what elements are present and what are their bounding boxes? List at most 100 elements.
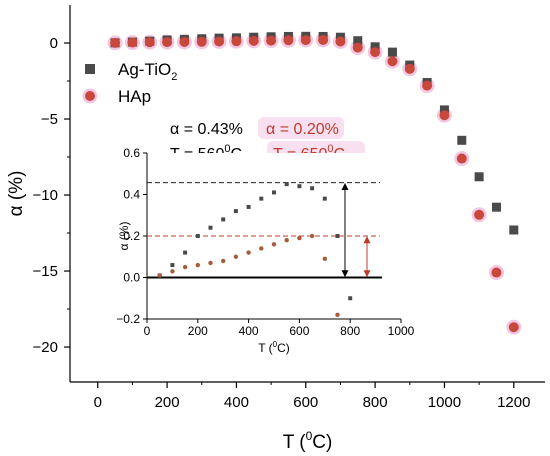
inset-x-tick-label: 0 [144,324,151,338]
x-tick-label: 0 [94,394,102,411]
inset-ag-tio2-point [284,182,289,187]
ag-tio2-point [509,225,519,235]
hap-point [387,56,398,67]
hap-point [474,209,485,220]
inset-ag-tio2-point [259,196,264,201]
inset-y-tick-label: −0.2 [116,312,140,326]
annotation-highlight [258,117,344,139]
legend-marker-ag-tio2 [85,64,95,74]
inset-ag-tio2-point [221,217,226,222]
hap-point [439,110,450,121]
inset-reference-lines [147,182,382,279]
inset-ag-tio2-point [310,186,315,191]
inset-ag-tio2-point [208,225,213,230]
hap-point [335,36,346,47]
inset-ag-tio2-point [195,234,200,238]
legend: Ag-TiO2 HAp [82,60,177,106]
inset-ag-tio2-point [322,196,327,201]
x-tick-label: 1200 [497,394,530,411]
inset-y-tick-label: 0.6 [123,146,140,160]
inset-hap-point [233,254,239,259]
inset-hap-point [208,260,213,266]
inset-ag-tio2-point [233,209,238,214]
hap-point [508,322,519,333]
hap-point [196,36,207,47]
inset-x-tick-label: 800 [340,324,360,338]
inset-hap-point [195,262,200,268]
hap-point [404,63,415,74]
inset-hap-point [246,250,251,255]
ag-tio2-point [387,47,397,57]
y-tick-label: −15 [33,263,58,280]
inset-ag-tio2-point [348,296,353,301]
x-tick-label: 800 [363,394,388,411]
inset-series-marks [157,182,353,318]
inset-plot: 0 200 400 600 800 1000 −0.2 0.0 0.2 0.4 0.6 T (0C)… [116,146,414,355]
x-tick-label: 400 [224,394,249,411]
hap-point [127,37,138,48]
hap-point [283,35,294,46]
hap-point [110,37,121,48]
inset-hap-point [284,237,289,243]
y-tick-label: 0 [50,35,58,52]
hap-point [266,35,277,46]
hap-point [456,153,467,164]
inset-hap-point [297,235,302,241]
inset-hap-point [309,233,315,239]
x-tick-label: 1000 [428,394,461,411]
inset-x-tick-label: 400 [239,324,259,338]
hap-point [318,34,329,45]
inset-hap-point [221,258,226,264]
inset-ag-tio2-point [335,234,340,238]
inset-ag-tio2-point [183,250,188,255]
ag-tio2-point [457,135,467,145]
hap-point [162,37,173,48]
inset-ag-tio2-point [170,263,175,268]
inset-hap-point [259,246,264,251]
hap-point [144,37,155,48]
legend-marker-hap [85,91,95,101]
inset-y-axis-label: α (%) [117,222,131,251]
hap-point [370,47,381,58]
inset-y-tick-label: 0.0 [123,271,140,285]
inset-background [147,153,401,319]
y-axis-label: α (%) [6,171,27,217]
inset-y-tick-label: 0.4 [123,188,140,202]
hap-point [231,36,242,47]
inset-x-tick-label: 200 [188,324,208,338]
hap-point [422,80,433,91]
inset-hap-point [170,269,175,274]
main-series-marks [107,31,522,335]
inset-ag-tio2-point [272,190,276,195]
legend-label-ag-tio2: Ag-TiO2 [118,60,177,83]
hap-point [352,42,363,53]
ag-tio2-point [491,202,501,212]
x-tick-label: 200 [155,394,180,411]
y-tick-label: −10 [33,187,58,204]
ag-tio2-point [474,172,484,182]
inset-x-tick-label: 600 [289,324,309,338]
main-axes: 0 200 400 600 800 1000 1200 0 −5 −10 −15 −20 [33,5,545,411]
legend-label-hap: HAp [118,87,151,106]
inset-ag-tio2-point [297,184,302,189]
x-tick-label: 600 [293,394,318,411]
inset-hap-point [271,242,277,247]
inset-hap-point [182,264,188,270]
inset-x-axis-label: T (0C) [258,340,290,355]
inset-x-tick-label: 1000 [388,324,415,338]
inset-hap-point [335,312,340,318]
hap-point [300,35,311,46]
inset-hap-point [157,273,162,278]
hap-point [179,36,190,47]
inset-y-tick-label: 0.2 [123,229,140,243]
annotation-ag-alpha: α = 0.43% [170,121,243,138]
inset-ag-tio2-point [246,204,251,209]
hap-point [214,36,225,47]
y-tick-label: −20 [33,339,58,356]
hap-point [248,35,259,46]
inset-hap-point [322,256,327,262]
x-axis-label: T (0C) [283,429,333,453]
y-tick-label: −5 [41,111,58,128]
ag-tio2-point [439,105,449,115]
